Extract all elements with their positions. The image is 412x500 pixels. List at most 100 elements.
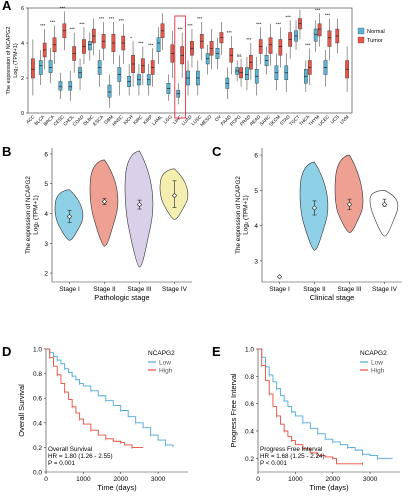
- significance-label: ***: [70, 27, 76, 32]
- km-low-curve: [46, 348, 174, 448]
- y-tick-label: 5: [44, 181, 48, 188]
- y-tick-label: 4: [254, 223, 258, 230]
- hr-annotation-line: P < 0.001: [260, 460, 288, 467]
- median-diamond: [346, 201, 353, 208]
- legend-title: NCAPG2: [148, 350, 175, 357]
- significance-label: ***: [227, 30, 233, 35]
- normal-box-box: [107, 84, 112, 98]
- x-tick-label: LGG: [163, 114, 174, 125]
- x-axis-label: Pathologic stage: [94, 293, 149, 302]
- x-tick-label: 2000: [326, 476, 341, 483]
- legend-low-label: Low: [371, 360, 383, 367]
- violin-shape: [334, 154, 364, 233]
- significance-label: *: [130, 35, 132, 40]
- x-tick-label: Stage III: [337, 286, 361, 293]
- hr-annotation-line: Progress Free Interval: [260, 446, 322, 453]
- significance-label: ***: [50, 20, 56, 25]
- x-tick-label: SKCM: [268, 114, 281, 127]
- y-tick-label: 2: [21, 76, 24, 82]
- tumor-box-box: [268, 37, 273, 54]
- normal-box-box: [38, 60, 43, 75]
- y-tick-label: 0.6: [245, 401, 254, 408]
- x-tick-label: ESCA: [92, 114, 105, 127]
- x-tick-label: LIHC: [172, 114, 183, 125]
- y-tick-label: 1.0: [245, 347, 254, 354]
- y-tick-label: 1.0: [33, 347, 42, 354]
- y-tick-label: 5: [254, 188, 258, 195]
- x-tick-label: 3000: [151, 476, 166, 483]
- panel-c-violin-clinical: C 3 4 5 6 The expression of NCAPG2Log₂ (TPM+1…: [212, 144, 402, 302]
- x-tick-label: UVM: [339, 114, 350, 125]
- y-tick-label: 6: [44, 151, 48, 158]
- significance-label: ***: [305, 42, 311, 47]
- x-tick-label: OV: [214, 114, 223, 123]
- significance-label: ***: [99, 16, 105, 21]
- normal-box-box: [58, 81, 63, 91]
- hr-annotation-line: P = 0.001: [48, 460, 76, 467]
- y-tick-label: 0.6: [33, 396, 42, 403]
- median-diamond: [171, 193, 178, 199]
- significance-label: ***: [79, 21, 85, 26]
- significance-label: ***: [276, 21, 282, 26]
- x-tick-label: GBM: [103, 114, 114, 125]
- significance-label: ***: [256, 21, 262, 26]
- tumor-box-box: [327, 30, 332, 47]
- x-tick-label: 0: [256, 476, 260, 483]
- median-diamond: [66, 213, 73, 220]
- tumor-box-box: [278, 39, 283, 56]
- panel-b-violin-pathologic: B 2 3 4 5 6 The expression of NCAPG2Log₂ (TPM+…: [2, 144, 192, 302]
- panel-d-km-overall: D 0.0 0.2 0.4 0.6 0.8 1.0 0 1000 2000 3000 Overall …: [2, 344, 188, 492]
- x-tick-label: KICH: [122, 114, 133, 125]
- y-tick-label: 0.8: [245, 374, 254, 381]
- significance-label: ***: [109, 16, 115, 21]
- x-tick-label: UCEC: [317, 114, 330, 127]
- legend-normal-swatch: [357, 27, 365, 35]
- legend-title: NCAPG2: [360, 350, 387, 357]
- x-tick-label: Stage IV: [372, 286, 398, 293]
- median-diamond: [381, 201, 388, 208]
- panel-a-boxplot: A 0 2 4 6 The expression of NCAPG2Log₂ (TPM+1…: [2, 0, 385, 127]
- y-axis-label: Overall Survival: [17, 384, 26, 437]
- normal-box-box: [156, 37, 161, 52]
- y-axis-label: Progress Free Interval: [229, 373, 238, 448]
- y-tick-label: 0.2: [245, 456, 254, 463]
- y-tick-label: 6: [254, 153, 258, 160]
- x-tick-label: 0: [44, 476, 48, 483]
- median-diamond: [311, 205, 318, 211]
- x-axis-label: Clinical stage: [310, 293, 355, 302]
- significance-label: ***: [60, 6, 66, 11]
- median-diamond: [101, 198, 108, 205]
- x-tick-label: Stage IV: [162, 286, 188, 293]
- panel-label: B: [2, 144, 11, 159]
- y-tick-label: 0.4: [33, 420, 42, 427]
- normal-box-box: [313, 28, 318, 42]
- x-tick-label: 1000: [288, 476, 303, 483]
- y-axis-label-line2: Log₂ (TPM+1): [33, 195, 40, 234]
- panel-label: C: [212, 144, 222, 159]
- significance-label: ***: [197, 16, 203, 21]
- y-tick-label: 0.8: [33, 371, 42, 378]
- normal-box-box: [68, 81, 73, 91]
- violin-shape: [369, 190, 399, 237]
- median-diamond: [136, 201, 143, 208]
- x-axis-label: Time (days): [309, 483, 349, 492]
- panel-label-a: A: [2, 0, 12, 13]
- tumor-box-box: [31, 58, 35, 79]
- x-tick-label: KIRC: [132, 114, 144, 126]
- plot-frame: [27, 7, 353, 114]
- x-tick-label: HNSC: [111, 114, 124, 127]
- legend-normal-label: Normal: [367, 29, 385, 35]
- y-axis-label-line1: The expression of NCAPG2: [235, 176, 242, 254]
- y-tick-label: 6: [21, 6, 24, 12]
- y-tick-label: 2: [44, 271, 48, 278]
- y-axis-label: The expression of NCAPG2Log₂ (TPM+1): [235, 176, 250, 254]
- x-tick-label: Stage II: [303, 286, 326, 293]
- significance-label: ***: [187, 23, 193, 28]
- significance-label: ***: [138, 41, 144, 46]
- x-tick-label: Stage I: [59, 286, 80, 293]
- significance-label: ***: [119, 18, 125, 23]
- significance-label: ***: [315, 7, 321, 12]
- y-tick-label: 3: [44, 241, 48, 248]
- median-diamond: [276, 274, 283, 280]
